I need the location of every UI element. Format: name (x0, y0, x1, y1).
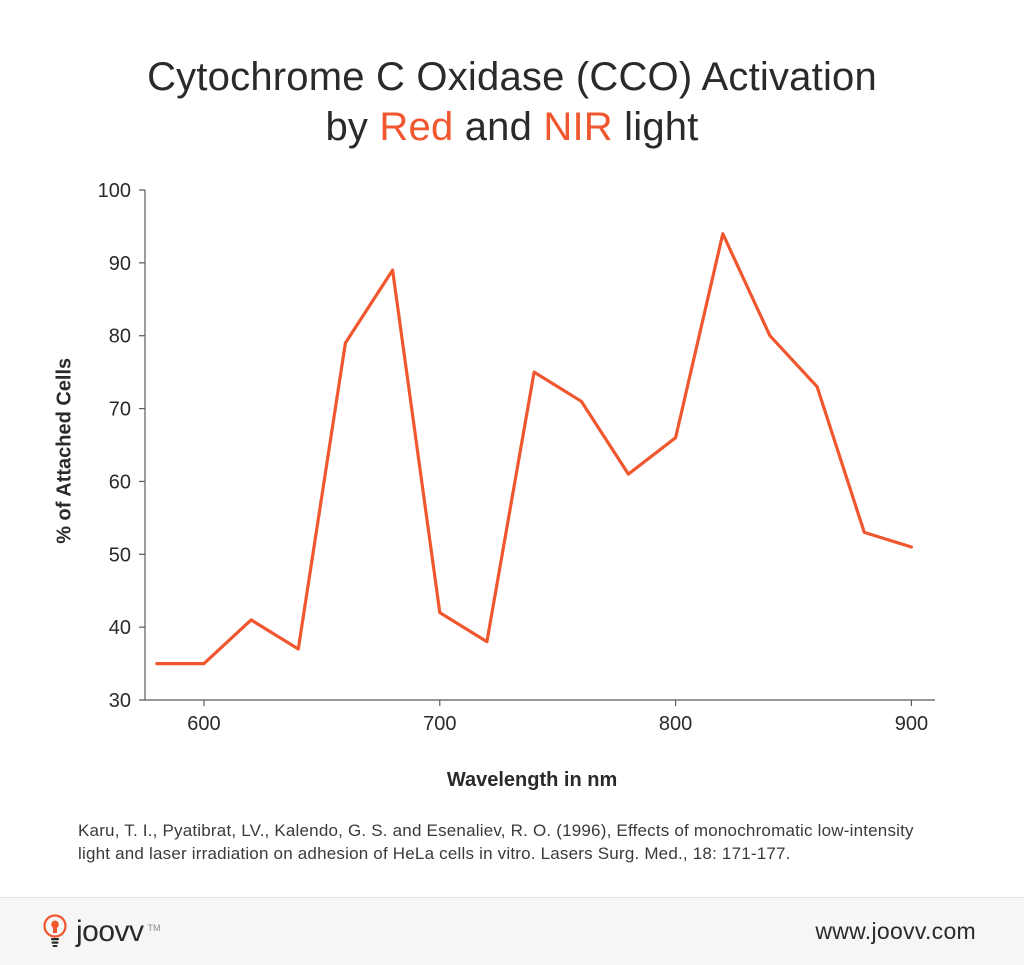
svg-text:80: 80 (109, 326, 131, 348)
title-post: light (613, 105, 699, 149)
svg-text:50: 50 (109, 544, 131, 566)
brand-logo: joovv TM (40, 913, 161, 951)
trademark-symbol: TM (148, 923, 161, 933)
svg-text:90: 90 (109, 253, 131, 275)
title-pre: by (325, 105, 379, 149)
svg-text:900: 900 (895, 713, 928, 735)
chart-area: % of Attached Cells 30405060708090100600… (75, 180, 955, 740)
title-line-2: by Red and NIR light (0, 102, 1024, 152)
footer-bar: joovv TM www.joovv.com (0, 897, 1024, 965)
x-axis-label: Wavelength in nm (447, 769, 617, 792)
svg-text:30: 30 (109, 690, 131, 712)
title-accent-red: Red (379, 105, 453, 149)
chart-title: Cytochrome C Oxidase (CCO) Activation by… (0, 0, 1024, 152)
svg-text:800: 800 (659, 713, 692, 735)
citation-text: Karu, T. I., Pyatibrat, LV., Kalendo, G.… (78, 820, 946, 866)
bulb-icon (40, 913, 70, 951)
line-chart: 30 40 50 60 70 80 90 100 600 700 800 900 (75, 180, 955, 740)
brand-name: joovv (76, 915, 144, 949)
svg-text:600: 600 (187, 713, 220, 735)
title-accent-nir: NIR (543, 105, 613, 149)
svg-text:40: 40 (109, 617, 131, 639)
title-mid: and (453, 105, 543, 149)
svg-text:700: 700 (423, 713, 456, 735)
site-url: www.joovv.com (815, 918, 976, 945)
title-line-1: Cytochrome C Oxidase (CCO) Activation (0, 52, 1024, 102)
svg-text:60: 60 (109, 471, 131, 493)
y-axis-label: % of Attached Cells (54, 358, 77, 544)
svg-text:70: 70 (109, 399, 131, 421)
svg-text:100: 100 (98, 180, 131, 202)
